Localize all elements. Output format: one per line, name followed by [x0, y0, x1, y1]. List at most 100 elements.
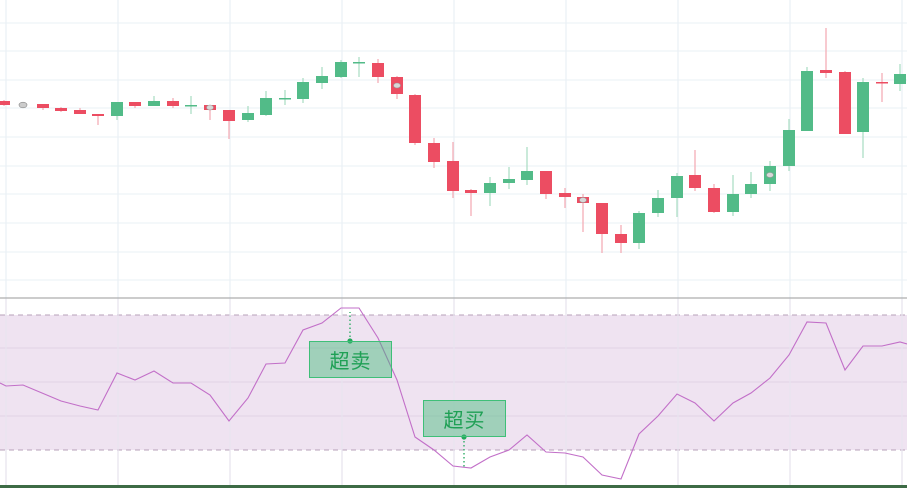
candle	[353, 57, 365, 77]
candle	[297, 78, 309, 103]
candle-body	[428, 143, 440, 162]
candle-body	[671, 176, 683, 198]
candle	[876, 73, 888, 102]
candle-body	[857, 82, 869, 132]
candle	[37, 104, 49, 110]
candle-body	[633, 213, 645, 243]
candle	[484, 177, 496, 206]
candle-body	[316, 76, 328, 83]
candle-body	[92, 114, 104, 116]
candle	[185, 96, 197, 114]
candle-body	[615, 234, 627, 243]
candle-body	[596, 203, 608, 234]
candle	[111, 102, 123, 120]
candle-body	[372, 63, 384, 77]
candle-body	[335, 62, 347, 77]
candle-body	[689, 175, 701, 188]
candle	[55, 107, 67, 112]
candle	[92, 114, 104, 125]
candle-body	[521, 171, 533, 180]
candle-body	[223, 110, 235, 121]
oversold-label-text: 超卖	[329, 349, 372, 373]
candle-body	[74, 110, 86, 114]
candle	[316, 67, 328, 89]
candle	[167, 98, 179, 108]
candle	[820, 28, 832, 78]
candle	[708, 184, 720, 213]
candle	[633, 211, 645, 249]
overbought-label-text: 超买	[443, 408, 486, 432]
oversold-label: 超卖	[309, 341, 392, 378]
candle-body	[503, 179, 515, 183]
candle-marker	[206, 104, 214, 111]
candle	[204, 104, 216, 120]
candle-body	[839, 72, 851, 134]
rsi-grid-lines	[0, 299, 907, 485]
candle	[74, 108, 86, 114]
candle-marker	[766, 172, 774, 178]
candle	[465, 189, 477, 216]
candle	[148, 96, 160, 106]
candle-body	[55, 108, 67, 111]
candle	[671, 173, 683, 217]
candle	[894, 64, 906, 91]
candle-body	[0, 101, 10, 105]
candle-body	[353, 62, 365, 64]
candle-body	[801, 71, 813, 131]
candle	[615, 225, 627, 253]
candle	[745, 172, 757, 198]
candle	[577, 194, 589, 232]
candle-body	[540, 171, 552, 194]
candle-body	[783, 130, 795, 166]
candle	[260, 91, 272, 116]
candle-body	[708, 188, 720, 212]
bottom-border	[0, 485, 907, 488]
candle-body	[129, 102, 141, 106]
rsi-line	[0, 307, 907, 480]
candle	[129, 102, 141, 108]
candle	[223, 110, 235, 139]
candle	[727, 175, 739, 216]
candle	[521, 147, 533, 185]
candle-body	[297, 82, 309, 99]
candle-body	[727, 194, 739, 212]
candle-body	[279, 98, 291, 100]
candle	[801, 67, 813, 131]
candle-body	[894, 74, 906, 84]
candle-body	[447, 161, 459, 191]
candle	[391, 76, 403, 99]
annotation-dot	[461, 434, 467, 440]
candle	[689, 150, 701, 191]
candle	[596, 203, 608, 253]
candle	[559, 188, 571, 208]
candle-body	[876, 82, 888, 84]
candle-body	[185, 105, 197, 107]
candle-body	[260, 98, 272, 115]
candle-marker	[18, 101, 28, 109]
candle-body	[559, 193, 571, 197]
candle	[335, 60, 347, 78]
candle	[0, 100, 10, 106]
candle-body	[652, 198, 664, 213]
candle	[857, 78, 869, 158]
candle	[242, 106, 254, 122]
candle-body	[820, 70, 832, 73]
candle-body	[465, 190, 477, 193]
candle-marker	[579, 197, 587, 203]
candle	[428, 138, 440, 168]
candle	[540, 171, 552, 199]
candle-body	[167, 101, 179, 106]
candle	[652, 190, 664, 217]
candle	[764, 161, 776, 191]
candle-body	[242, 113, 254, 120]
candle-body	[37, 104, 49, 108]
candle-marker	[393, 82, 401, 89]
candlestick-series	[0, 28, 906, 253]
candle-body	[148, 101, 160, 106]
candle-body	[745, 184, 757, 194]
candle	[372, 59, 384, 83]
candle-body	[409, 95, 421, 143]
